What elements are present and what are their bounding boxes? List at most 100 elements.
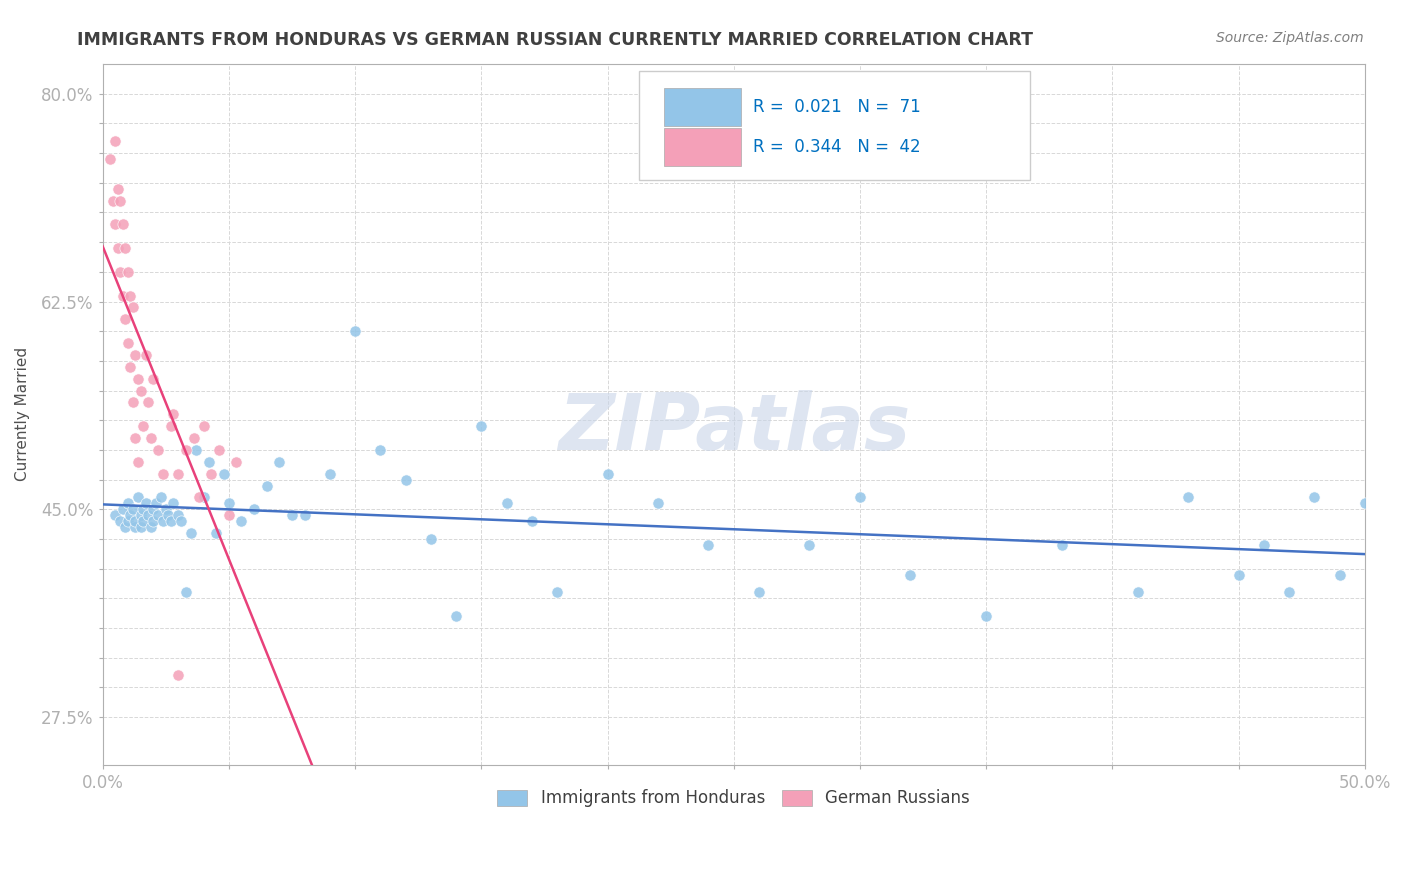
Point [319, 467, 342, 481]
Point [149, 491, 172, 505]
Point [159, 514, 181, 528]
Point [117, 336, 139, 351]
Point [135, 348, 157, 362]
Point [167, 467, 190, 481]
Point [1126, 585, 1149, 599]
Point [419, 532, 441, 546]
FancyBboxPatch shape [664, 128, 741, 166]
Point [174, 442, 197, 457]
Point [104, 508, 127, 523]
Point [1354, 496, 1376, 510]
Point [1278, 585, 1301, 599]
Point [1253, 538, 1275, 552]
Text: ZIPatlas: ZIPatlas [558, 391, 910, 467]
Point [167, 508, 190, 523]
Point [269, 455, 291, 469]
Point [110, 194, 132, 208]
Point [394, 473, 416, 487]
Point [124, 514, 146, 528]
Point [127, 491, 149, 505]
Point [193, 491, 215, 505]
Point [117, 265, 139, 279]
Point [122, 502, 145, 516]
Point [135, 496, 157, 510]
Point [193, 419, 215, 434]
Point [132, 419, 155, 434]
Point [107, 241, 129, 255]
Point [243, 502, 266, 516]
Point [212, 467, 235, 481]
Point [120, 508, 142, 523]
Point [110, 514, 132, 528]
Point [180, 526, 202, 541]
Point [647, 496, 669, 510]
Point [1177, 491, 1199, 505]
Point [111, 502, 134, 516]
Text: IMMIGRANTS FROM HONDURAS VS GERMAN RUSSIAN CURRENTLY MARRIED CORRELATION CHART: IMMIGRANTS FROM HONDURAS VS GERMAN RUSSI… [77, 31, 1033, 49]
Point [256, 478, 278, 492]
Point [344, 324, 367, 338]
Y-axis label: Currently Married: Currently Married [15, 347, 30, 482]
Point [152, 467, 174, 481]
Point [799, 538, 821, 552]
Point [596, 467, 619, 481]
Point [1050, 538, 1073, 552]
Point [174, 585, 197, 599]
Point [520, 514, 543, 528]
Point [139, 431, 162, 445]
Point [142, 502, 165, 516]
Point [114, 312, 136, 326]
Point [152, 514, 174, 528]
Point [368, 442, 391, 457]
Point [132, 514, 155, 528]
FancyBboxPatch shape [664, 88, 741, 126]
Point [110, 265, 132, 279]
Point [470, 419, 492, 434]
Point [124, 348, 146, 362]
Point [127, 372, 149, 386]
Point [98, 152, 121, 166]
Point [120, 288, 142, 302]
Point [183, 431, 205, 445]
Point [170, 514, 193, 528]
Point [205, 526, 228, 541]
Point [495, 496, 517, 510]
Text: R =  0.344   N =  42: R = 0.344 N = 42 [752, 137, 921, 156]
Point [184, 442, 207, 457]
Point [1303, 491, 1326, 505]
Point [142, 372, 165, 386]
Point [900, 567, 922, 582]
Point [294, 508, 316, 523]
Point [117, 514, 139, 528]
Point [748, 585, 770, 599]
Point [1227, 567, 1250, 582]
Point [155, 502, 177, 516]
Point [167, 668, 190, 682]
Point [197, 455, 219, 469]
Point [159, 419, 181, 434]
Point [218, 508, 240, 523]
Point [1329, 567, 1351, 582]
Point [114, 520, 136, 534]
Point [114, 241, 136, 255]
Point [124, 520, 146, 534]
Point [146, 442, 169, 457]
Point [104, 134, 127, 148]
Point [162, 496, 184, 510]
Point [129, 384, 152, 398]
Legend: Immigrants from Honduras, German Russians: Immigrants from Honduras, German Russian… [489, 781, 979, 815]
Point [136, 395, 159, 409]
Point [974, 609, 997, 624]
Point [122, 301, 145, 315]
Point [218, 496, 240, 510]
Point [546, 585, 568, 599]
Point [146, 508, 169, 523]
Point [697, 538, 720, 552]
Text: R =  0.021   N =  71: R = 0.021 N = 71 [752, 98, 921, 116]
Point [129, 520, 152, 534]
Point [136, 508, 159, 523]
FancyBboxPatch shape [640, 71, 1031, 179]
Point [444, 609, 467, 624]
Point [208, 442, 231, 457]
Point [104, 217, 127, 231]
